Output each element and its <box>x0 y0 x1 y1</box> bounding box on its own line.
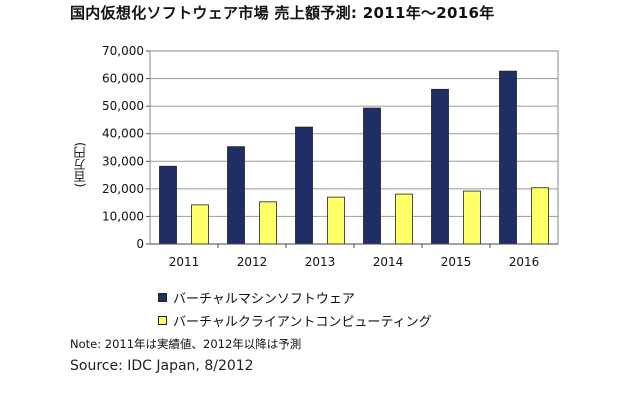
x-tick-label: 2012 <box>237 255 268 269</box>
x-tick-label: 2014 <box>373 255 404 269</box>
bar-vm <box>431 88 449 245</box>
bar-vc <box>463 190 481 245</box>
y-tick-label: 20,000 <box>102 182 144 196</box>
footnote: Note: 2011年は実績値、2012年以降は予測 <box>70 337 302 351</box>
bar-vm <box>227 146 245 245</box>
y-tick-label: 0 <box>136 237 144 251</box>
x-tick-label: 2011 <box>169 255 200 269</box>
bar-vm <box>295 126 313 245</box>
y-tick-label: 60,000 <box>102 72 144 86</box>
bar-vc <box>395 193 413 245</box>
legend-swatch-vc <box>158 315 167 325</box>
y-tick-label: 40,000 <box>102 127 144 141</box>
legend-label-vm: バーチャルマシンソフトウェア <box>173 291 355 307</box>
bar-vm <box>363 107 381 245</box>
bar-vm <box>499 70 517 245</box>
bar-vm <box>159 165 177 245</box>
legend-item-vm: バーチャルマシンソフトウェア <box>158 287 432 307</box>
bar-vc <box>327 196 345 245</box>
chart-title: 国内仮想化ソフトウェア市場 売上額予測: 2011年～2016年 <box>70 4 495 22</box>
plot-area <box>149 50 559 245</box>
legend: バーチャルマシンソフトウェア バーチャルクライアントコンピューティング <box>158 287 432 333</box>
bar-vc <box>259 201 277 245</box>
x-tick-label: 2016 <box>509 255 540 269</box>
legend-item-vc: バーチャルクライアントコンピューティング <box>158 310 432 330</box>
bar-vc <box>531 187 549 245</box>
y-tick-label: 10,000 <box>102 209 144 223</box>
legend-label-vc: バーチャルクライアントコンピューティング <box>173 314 432 330</box>
x-tick-label: 2013 <box>305 255 336 269</box>
legend-swatch-vm <box>158 292 167 302</box>
source-text: Source: IDC Japan, 8/2012 <box>70 358 254 374</box>
y-tick-label: 50,000 <box>102 99 144 113</box>
x-tick-label: 2015 <box>441 255 472 269</box>
bar-vc <box>191 204 209 245</box>
y-tick-label: 30,000 <box>102 154 144 168</box>
y-tick-label: 70,000 <box>102 44 144 58</box>
